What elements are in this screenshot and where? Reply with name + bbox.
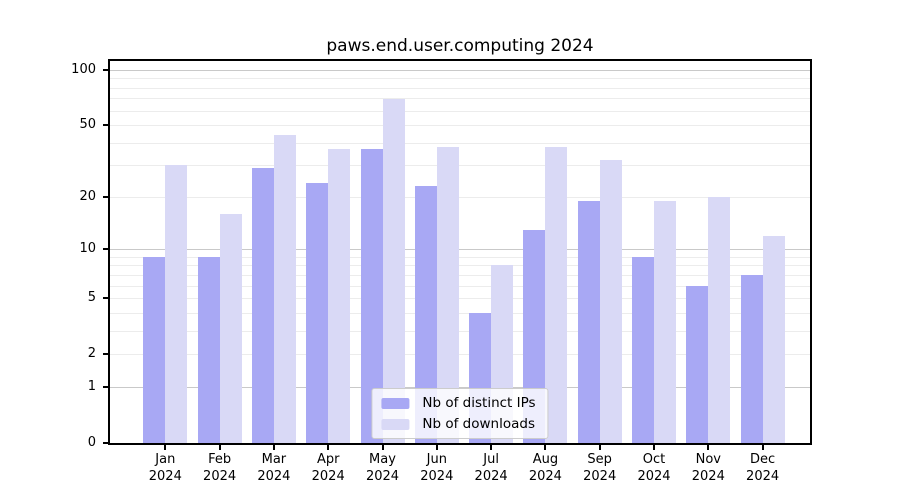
bar-distinct-ips	[251, 168, 274, 443]
y-tick-label: 50	[79, 117, 96, 133]
x-tick	[381, 445, 384, 450]
gridline-major	[110, 386, 810, 388]
x-tick	[435, 445, 438, 450]
bar-downloads	[654, 200, 676, 443]
legend-item-distinct-ips: Nb of distinct IPs	[381, 395, 536, 411]
y-tick-label: 1	[87, 378, 96, 394]
y-tick-label: 10	[79, 241, 96, 257]
gridline-minor	[110, 256, 810, 258]
bar-distinct-ips	[577, 200, 600, 443]
x-tick-label: Apr 2024	[311, 452, 345, 484]
gridline-minor	[110, 165, 810, 167]
bar-distinct-ips	[414, 186, 437, 443]
gridline-minor	[110, 78, 810, 80]
gridline-minor	[110, 110, 810, 112]
x-tick	[653, 445, 655, 450]
x-tick	[272, 445, 275, 450]
legend: Nb of distinct IPs Nb of downloads	[371, 388, 549, 439]
gridline-minor	[110, 98, 810, 100]
y-tick	[103, 353, 108, 356]
chart-title: paws.end.user.computing 2024	[326, 36, 594, 56]
bar-distinct-ips	[143, 256, 166, 443]
y-tick-label: 0	[87, 435, 96, 450]
x-tick	[164, 445, 167, 450]
gridline-major	[110, 70, 810, 71]
bar-distinct-ips	[306, 182, 329, 443]
legend-label-downloads: Nb of downloads	[422, 416, 535, 432]
y-tick	[103, 248, 108, 251]
gridline-minor	[110, 265, 810, 267]
x-tick	[327, 445, 330, 450]
bar-downloads	[219, 214, 242, 443]
x-tick	[544, 445, 547, 450]
y-tick	[103, 124, 108, 127]
x-tick-label: Feb 2024	[203, 452, 237, 484]
bar-downloads	[599, 160, 622, 443]
bar-distinct-ips	[632, 256, 654, 443]
x-tick-label: Jun 2024	[420, 452, 454, 484]
plot-area: Nb of distinct IPs Nb of downloads	[110, 61, 810, 443]
x-tick	[218, 445, 221, 450]
y-tick-label: 5	[87, 290, 96, 306]
gridline-minor	[110, 87, 810, 89]
gridline-minor	[110, 312, 810, 314]
bar-downloads	[708, 196, 731, 443]
y-tick-label: 2	[87, 346, 96, 362]
y-tick	[103, 442, 108, 444]
bar-distinct-ips	[740, 274, 763, 443]
y-tick-label: 100	[71, 62, 96, 77]
gridline-minor	[110, 330, 810, 332]
x-tick	[707, 445, 710, 450]
bar-downloads	[545, 146, 568, 443]
x-tick-label: Oct 2024	[637, 452, 671, 484]
y-tick	[103, 195, 108, 198]
x-tick	[490, 445, 493, 450]
gridline-minor	[110, 142, 810, 144]
bar-downloads	[273, 135, 296, 443]
x-tick-label: Dec 2024	[746, 452, 780, 484]
x-tick	[761, 445, 764, 450]
y-tick	[103, 385, 108, 388]
x-tick-label: Nov 2024	[691, 452, 725, 484]
x-tick-label: Jul 2024	[474, 452, 508, 484]
gridline-minor	[110, 125, 810, 127]
y-tick-label: 20	[79, 188, 96, 204]
bar-downloads	[382, 98, 405, 443]
gridline-minor	[110, 354, 810, 356]
bar-distinct-ips	[360, 149, 383, 443]
x-tick-label: Jan 2024	[148, 452, 182, 484]
gridline-major	[110, 249, 810, 251]
y-tick	[103, 69, 108, 71]
bar-downloads	[762, 235, 785, 443]
bar-distinct-ips	[686, 285, 709, 443]
legend-item-downloads: Nb of downloads	[381, 416, 535, 432]
gridline-minor	[110, 298, 810, 300]
x-tick-label: Mar 2024	[257, 452, 291, 484]
gridline-minor	[110, 274, 810, 276]
bar-downloads	[165, 165, 188, 443]
bar-downloads	[436, 146, 459, 443]
bar-downloads	[328, 149, 351, 443]
x-tick	[598, 445, 601, 450]
gridline-minor	[110, 196, 810, 198]
x-tick-label: Sep 2024	[583, 452, 617, 484]
x-tick-label: Aug 2024	[528, 452, 562, 484]
x-tick-label: May 2024	[365, 452, 400, 484]
legend-swatch-distinct-ips	[381, 397, 410, 409]
gridline-minor	[110, 285, 810, 287]
y-tick	[103, 297, 108, 300]
legend-swatch-downloads	[381, 418, 410, 430]
legend-label-distinct-ips: Nb of distinct IPs	[422, 395, 536, 411]
bar-distinct-ips	[197, 256, 220, 443]
